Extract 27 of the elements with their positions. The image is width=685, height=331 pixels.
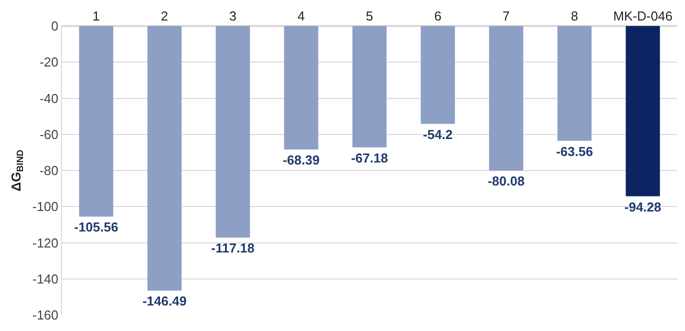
data-label: -94.28 — [624, 199, 662, 214]
x-tick-label: 2 — [160, 8, 168, 24]
y-tick-label: -140 — [32, 271, 58, 286]
x-tick-label: 5 — [366, 8, 374, 24]
y-tick-label: -60 — [40, 126, 58, 142]
data-label: -146.49 — [142, 294, 187, 309]
x-tick-label: 7 — [502, 8, 510, 24]
data-label: -105.56 — [74, 220, 118, 235]
y-tick-label: -120 — [32, 235, 58, 250]
x-tick-label: 1 — [92, 8, 100, 24]
x-tick-label: MK-D-046 — [613, 8, 672, 24]
data-label: -80.08 — [488, 174, 525, 189]
data-label: -54.2 — [423, 126, 453, 142]
data-label: -68.39 — [282, 152, 320, 168]
y-tick-label: -160 — [32, 308, 58, 323]
x-tick-label: 4 — [298, 8, 305, 24]
y-tick-label: -100 — [32, 199, 58, 214]
y-tick-label: -80 — [40, 163, 58, 178]
x-tick-label: 8 — [570, 8, 578, 24]
x-tick-label: 3 — [229, 8, 236, 24]
data-label: -117.18 — [211, 240, 255, 256]
x-tick-label: 6 — [434, 8, 442, 24]
data-label: -63.56 — [556, 144, 593, 159]
data-label: -67.18 — [351, 150, 388, 166]
y-tick-label: -40 — [40, 90, 58, 106]
y-tick-label: 0 — [51, 18, 58, 34]
y-tick-label: -20 — [40, 54, 58, 70]
